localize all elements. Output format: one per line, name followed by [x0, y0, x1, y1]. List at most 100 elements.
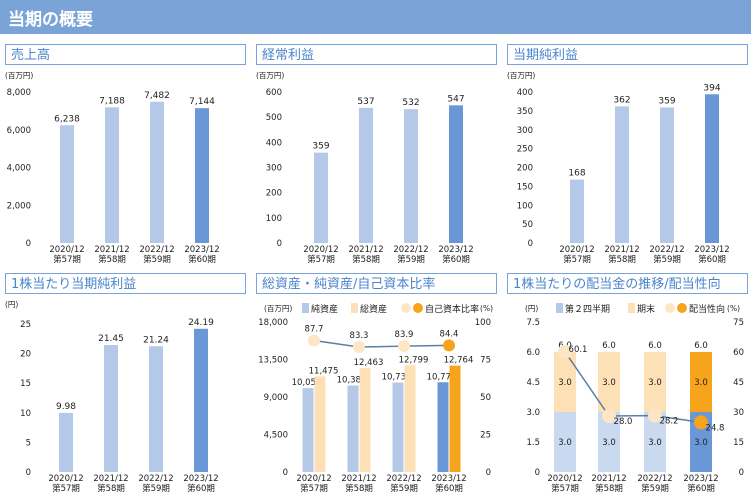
y-tick-label: 100	[517, 201, 533, 211]
data-label: 168	[568, 169, 585, 179]
y-tick-label: 20	[20, 350, 31, 360]
x-period-label: 第58期	[595, 483, 623, 494]
x-tick-label: 2020/12	[48, 474, 83, 484]
data-label: 3.0	[558, 438, 572, 448]
data-label: 3.0	[602, 438, 616, 448]
y-tick-label: 200	[517, 164, 533, 174]
y-tick-label-right: 25	[480, 431, 491, 441]
y-tick-label: 3.0	[526, 408, 540, 418]
data-label: 21.24	[143, 335, 169, 345]
y-tick-label: 7.5	[526, 318, 540, 328]
x-period-label: 第60期	[187, 483, 215, 494]
x-tick-label: 2023/12	[694, 245, 729, 255]
bar	[194, 328, 208, 472]
data-label: 10,059	[292, 378, 322, 388]
x-tick-label: 2022/12	[649, 245, 684, 255]
data-label: 28.2	[660, 417, 679, 427]
x-period-label: 第58期	[97, 483, 125, 494]
bar-q2-dividend	[644, 412, 666, 472]
data-label: 547	[447, 94, 464, 104]
bar	[615, 106, 629, 243]
data-label: 28.0	[614, 417, 633, 427]
y-tick-label-right: 45	[733, 378, 744, 388]
y-tick-label: 8,000	[7, 88, 31, 98]
x-tick-label: 2023/12	[683, 474, 718, 484]
y-tick-label-right: 75	[733, 318, 744, 328]
data-label: 12,764	[444, 356, 474, 366]
data-label: 3.0	[648, 378, 662, 388]
bar-yearend-dividend	[554, 352, 576, 412]
x-tick-label: 2021/12	[94, 245, 129, 255]
bar-total-assets	[359, 368, 371, 472]
payout-point	[558, 344, 572, 359]
unit-label: (百万円)	[5, 71, 33, 80]
x-tick-label: 2020/12	[547, 474, 582, 484]
x-tick-label: 2021/12	[348, 245, 383, 255]
bar-total-assets	[404, 365, 416, 472]
bar	[195, 108, 209, 243]
x-period-label: 第58期	[98, 254, 126, 265]
y-tick-label: 0	[26, 239, 31, 249]
legend-marker-ratio	[401, 303, 411, 313]
bar-total-assets	[449, 365, 461, 472]
x-period-label: 第59期	[653, 254, 681, 265]
bar-yearend-dividend	[644, 352, 666, 412]
data-label: 24.19	[188, 318, 214, 328]
x-period-label: 第60期	[442, 254, 470, 265]
data-label-total: 6.0	[694, 341, 708, 351]
bar-q2-dividend	[554, 412, 576, 472]
unit-label: (百万円)	[256, 71, 284, 80]
bar	[570, 179, 584, 243]
y-tick-label: 400	[517, 88, 533, 98]
y-tick-label-right: 60	[733, 348, 744, 358]
x-tick-label: 2020/12	[559, 245, 594, 255]
y-tick-label: 0	[26, 468, 31, 478]
page-banner: 当期の概要	[0, 0, 751, 34]
payout-line	[564, 351, 702, 424]
data-label: 10,382	[337, 375, 367, 385]
y-tick-label: 0	[535, 468, 540, 478]
panel-title-0: 売上高	[11, 47, 50, 63]
bar-net-assets	[392, 382, 404, 472]
bar	[660, 107, 674, 243]
y-tick-label: 1.5	[526, 438, 540, 448]
x-tick-label: 2023/12	[431, 474, 466, 484]
x-period-label: 第58期	[608, 254, 636, 265]
payout-point	[694, 415, 708, 430]
data-label: 394	[703, 83, 720, 93]
data-label: 3.0	[602, 378, 616, 388]
legend-label: 期末	[637, 303, 655, 315]
y-tick-label: 6.0	[526, 348, 540, 358]
y-tick-label: 250	[517, 145, 533, 155]
bar	[104, 345, 118, 472]
bar	[60, 125, 74, 243]
y-tick-label: 13,500	[258, 356, 288, 366]
x-period-label: 第59期	[143, 254, 171, 265]
data-label: 12,463	[354, 358, 384, 368]
panel-title-box-2	[507, 44, 748, 65]
x-period-label: 第58期	[352, 254, 380, 265]
panel-title-5: 1株当たりの配当金の推移/配当性向	[513, 276, 721, 292]
y-tick-label: 100	[266, 214, 282, 224]
x-period-label: 第57期	[307, 254, 335, 265]
data-label: 87.7	[305, 324, 324, 334]
panel-title-4: 総資産・純資産/自己資本比率	[262, 276, 435, 292]
y-tick-label: 600	[266, 88, 282, 98]
page-title: 当期の概要	[8, 10, 93, 30]
y-tick-label: 4.5	[526, 378, 540, 388]
y-tick-label: 6,000	[7, 126, 31, 136]
bar-net-assets	[302, 388, 314, 472]
data-label: 83.3	[350, 331, 369, 341]
panel-title-box-3	[5, 273, 246, 294]
data-label: 3.0	[558, 378, 572, 388]
y-tick-label: 4,500	[264, 431, 288, 441]
bar-total-assets	[314, 376, 326, 472]
ratio-line	[313, 339, 450, 348]
data-label: 6,238	[54, 114, 80, 124]
data-label: 3.0	[694, 438, 708, 448]
data-label: 3.0	[648, 438, 662, 448]
data-label: 362	[613, 95, 630, 105]
x-period-label: 第60期	[188, 254, 216, 265]
bar-yearend-dividend	[598, 352, 620, 412]
